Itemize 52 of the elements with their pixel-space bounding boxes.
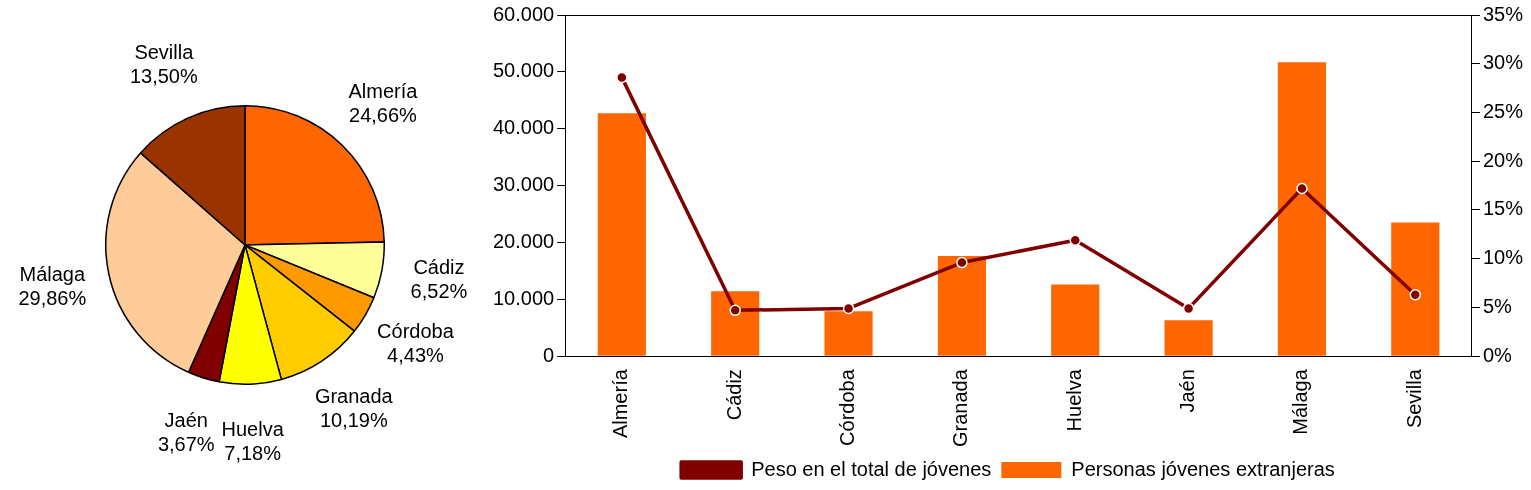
x-tick-label: Córdoba bbox=[836, 368, 859, 446]
bar bbox=[1277, 62, 1327, 356]
bar bbox=[1164, 320, 1213, 356]
y-tick-label: 40.000 bbox=[493, 116, 555, 139]
bar bbox=[597, 113, 646, 356]
y-tick-label: 10.000 bbox=[493, 286, 555, 309]
legend-label: Peso en el total de jóvenes bbox=[751, 457, 992, 480]
point bbox=[1409, 289, 1422, 301]
bar bbox=[711, 291, 760, 356]
data-label: 4,43% bbox=[387, 343, 445, 366]
bar bbox=[937, 256, 986, 356]
x-tick-label: Almería bbox=[609, 368, 632, 439]
y2-tick-label: 15% bbox=[1482, 197, 1524, 220]
data-label: 29,86% bbox=[18, 286, 87, 309]
point bbox=[956, 256, 968, 269]
bar bbox=[1391, 222, 1440, 356]
x-tick-label: Málaga bbox=[1289, 368, 1312, 435]
y2-tick-label: 25% bbox=[1482, 99, 1524, 122]
point bbox=[729, 304, 741, 317]
y2-tick-label: 35% bbox=[1482, 2, 1524, 25]
y2-tick-label: 10% bbox=[1482, 246, 1524, 269]
point bbox=[1296, 182, 1308, 195]
x-tick-label: Jaén bbox=[1176, 369, 1199, 413]
x-tick-label: Huelva bbox=[1062, 368, 1085, 432]
x-tick-label: Granada bbox=[949, 368, 972, 448]
y-tick-label: 60.000 bbox=[493, 2, 555, 25]
bar bbox=[1051, 284, 1100, 356]
legend-label: Personas jóvenes extranjeras bbox=[1071, 457, 1335, 480]
y2-tick-label: 20% bbox=[1482, 148, 1524, 171]
data-label: 24,66% bbox=[349, 103, 418, 126]
y2-tick-label: 5% bbox=[1482, 294, 1513, 317]
slice-label: Almería bbox=[348, 79, 419, 102]
data-label: 10,19% bbox=[319, 409, 388, 432]
x-tick-label: Cádiz bbox=[722, 369, 745, 421]
data-label: 13,50% bbox=[129, 64, 198, 87]
y-tick-label: 20.000 bbox=[493, 229, 555, 252]
x-tick-label: Sevilla bbox=[1402, 368, 1425, 429]
point bbox=[616, 71, 628, 84]
y-tick-label: 50.000 bbox=[493, 59, 555, 82]
point bbox=[842, 302, 855, 315]
y-tick-label: 30.000 bbox=[493, 173, 555, 196]
data-label: 3,67% bbox=[157, 432, 215, 455]
y2-tick-label: 30% bbox=[1482, 51, 1524, 74]
slice-label: Sevilla bbox=[134, 40, 195, 63]
data-label: 6,52% bbox=[410, 280, 468, 303]
slice-label: Málaga bbox=[19, 262, 86, 285]
data-label: 7,18% bbox=[224, 441, 282, 464]
y2-tick-label: 0% bbox=[1482, 343, 1513, 366]
slice-label: Córdoba bbox=[377, 319, 455, 342]
bar bbox=[824, 311, 873, 356]
slice-label: Cádiz bbox=[413, 256, 465, 279]
y-tick-label: 0 bbox=[543, 343, 555, 366]
